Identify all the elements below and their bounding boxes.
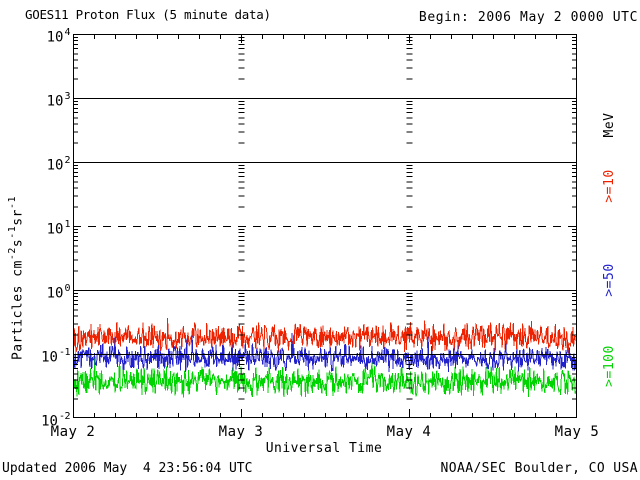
y-axis-label: Particles cm-2s-1sr-1	[7, 195, 26, 361]
y-tick-label: 102	[46, 155, 71, 174]
chart-title: GOES11 Proton Flux (5 minute data)	[25, 7, 271, 22]
flux-trace-gege100	[73, 354, 577, 398]
plot-area	[73, 34, 577, 418]
updated-timestamp: Updated 2006 May 4 23:56:04 UTC	[2, 461, 253, 476]
x-axis-label: Universal Time	[265, 441, 383, 456]
y-tick-label: 101	[46, 219, 71, 238]
x-tick-label: May 2	[50, 424, 96, 440]
x-tick-label: May 4	[386, 424, 432, 440]
y-tick-label: 10-1	[41, 347, 70, 366]
x-tick-label: May 3	[218, 424, 264, 440]
legend-label-gege100: >=100	[602, 345, 617, 387]
legend-label-gege10: >=10	[602, 169, 617, 203]
plot-border	[73, 34, 577, 418]
begin-time-label: Begin: 2006 May 2 0000 UTC	[418, 10, 638, 25]
y-tick-label: 103	[46, 91, 71, 110]
y-tick-label: 104	[46, 27, 71, 46]
source-attribution: NOAA/SEC Boulder, CO USA	[440, 461, 638, 476]
flux-trace-gege50	[73, 332, 577, 373]
flux-trace-gege10	[73, 318, 577, 355]
x-tick-label: May 5	[554, 424, 600, 440]
y-tick-label: 10-2	[41, 411, 70, 430]
y-tick-label: 100	[46, 283, 71, 302]
legend-label-gege50: >=50	[602, 263, 617, 297]
